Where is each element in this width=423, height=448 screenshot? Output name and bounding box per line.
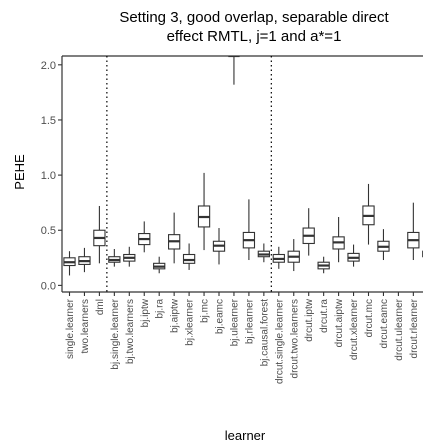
box-drcut.two.learners <box>287 239 300 272</box>
box-bj.xlearner <box>182 243 196 270</box>
x-tick-label: drcut.single.learner <box>274 298 285 384</box>
x-tick-label: single.learner <box>65 298 76 359</box>
box-bj.causal.forest <box>257 243 270 263</box>
box-bj.aiptw <box>168 212 181 264</box>
box-bj.two.learners <box>123 246 136 267</box>
box-drcut.eamc <box>377 229 390 261</box>
boxes-group <box>63 56 423 276</box>
x-tick-label: bj.aiptw <box>170 298 181 333</box>
box-drcut.mc <box>362 183 375 245</box>
y-tick-label: 0.5 <box>41 225 56 237</box>
x-tick-label: bj.causal.forest <box>259 299 270 366</box>
box-bj.eamc <box>212 228 226 265</box>
x-tick-label: drcut.xlearner <box>349 298 360 360</box>
x-tick-label: bj.mc <box>200 299 211 323</box>
box-drcut.rlearner <box>407 202 420 261</box>
x-tick-label: drcut.two.learners <box>289 299 300 378</box>
x-tick-label: bj.ulearner <box>229 298 240 346</box>
box-drcut.xlearner <box>347 244 360 267</box>
x-tick-label: bj.eamc <box>215 299 226 334</box>
box-bj.ulearner <box>227 56 241 85</box>
box-bj.rlearner <box>242 199 256 261</box>
box-bj.single.learner <box>108 248 121 267</box>
y-tick-label: 2.0 <box>41 60 56 72</box>
x-tick-label: bj.ra <box>155 299 166 319</box>
x-tick-label: two.learners <box>80 299 91 353</box>
box-bj.iptw <box>138 221 151 253</box>
x-axis: single.learner two.learners dml bj.single.l… <box>65 292 420 384</box>
box-drcut.aiptw <box>332 217 345 263</box>
box-drcut.single.learner <box>272 246 285 269</box>
box-drcut.iptw <box>302 208 315 256</box>
box-drcut.ra <box>317 256 330 274</box>
box-single.learner <box>63 251 76 276</box>
chart-title-line1: Setting 3, good overlap, separable direc… <box>119 9 389 26</box>
x-tick-label: dml <box>95 299 106 315</box>
x-tick-label: bj.single.learner <box>110 298 121 369</box>
box-bj.ra <box>153 256 166 274</box>
x-tick-label: bj.two.learners <box>125 299 136 364</box>
y-tick-label: 0.0 <box>41 280 56 292</box>
y-tick-label: 1.0 <box>41 170 56 182</box>
x-tick-label: drcut.ra <box>319 299 330 333</box>
box-body <box>182 253 196 264</box>
x-tick-label: drcut.iptw <box>304 298 315 342</box>
x-tick-label: drcut.ulearner <box>394 298 405 360</box>
x-tick-label: drcut.aiptw <box>334 298 345 347</box>
x-tick-label: drcut.eamc <box>379 299 390 348</box>
box-two.learners <box>78 247 91 273</box>
y-axis: 0.0 0.5 1.0 1.5 2.0 <box>41 60 62 292</box>
box-bj.mc <box>197 172 211 251</box>
x-tick-label: drcut.mc <box>364 299 375 337</box>
y-axis-title: PEHE <box>12 154 27 190</box>
x-tick-label: bj.iptw <box>140 298 151 327</box>
box-dml <box>93 205 106 264</box>
y-tick-label: 1.5 <box>41 115 56 127</box>
x-tick-label: bj.xlearner <box>185 298 196 345</box>
x-axis-title: learner <box>225 428 266 443</box>
x-tick-label: bj.rlearner <box>244 298 255 344</box>
x-tick-label: drcut.rlearner <box>409 298 420 358</box>
chart-title-line2: effect RMTL, j=1 and a*=1 <box>167 28 342 45</box>
plot-panel <box>61 55 423 293</box>
